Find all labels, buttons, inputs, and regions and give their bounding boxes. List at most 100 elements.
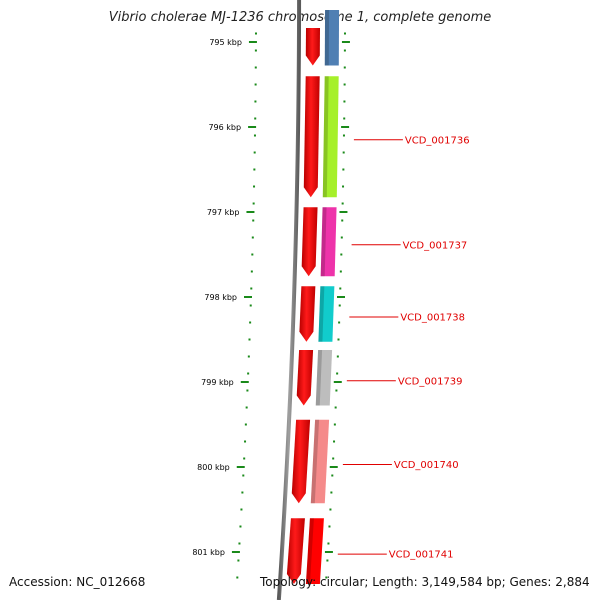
minor-tick — [250, 270, 253, 273]
minor-tick — [249, 321, 252, 324]
gene-block-shade — [305, 518, 314, 584]
tick-layer: 795 kbp 796 kbp 797 kbp 798 kbp 799 kbp 800 k… — [192, 32, 350, 579]
minor-tick — [237, 559, 240, 562]
backbone-arc — [276, 0, 302, 600]
minor-tick — [242, 474, 245, 477]
minor-tick-outer — [330, 491, 333, 494]
minor-tick-outer — [343, 66, 346, 69]
tick-label: 798 kbp — [204, 293, 237, 302]
tick-label: 795 kbp — [209, 38, 242, 47]
minor-tick — [254, 117, 257, 120]
cds-arrow — [303, 76, 320, 198]
gene-block — [315, 350, 333, 406]
minor-tick-outer — [331, 474, 334, 477]
minor-tick — [239, 525, 242, 528]
minor-tick-outer — [326, 559, 329, 562]
minor-tick-outer — [332, 457, 335, 460]
gene-block — [310, 419, 330, 504]
minor-tick — [254, 49, 257, 52]
gene-block-shade — [322, 76, 329, 198]
minor-tick-outer — [341, 219, 344, 222]
minor-tick — [244, 423, 247, 426]
minor-tick-outer — [343, 83, 346, 86]
minor-tick — [236, 576, 239, 579]
minor-tick — [247, 372, 250, 375]
minor-tick — [244, 440, 247, 443]
minor-tick-outer — [336, 355, 339, 358]
minor-tick-outer — [327, 542, 330, 545]
minor-tick-outer — [333, 440, 336, 443]
minor-tick-outer — [343, 49, 346, 52]
minor-tick — [243, 457, 246, 460]
gene-block-shade — [318, 286, 325, 342]
minor-tick — [249, 304, 252, 307]
gene-block — [305, 518, 324, 584]
minor-tick — [254, 100, 257, 103]
minor-tick-outer — [338, 304, 341, 307]
minor-tick — [253, 134, 256, 137]
minor-tick — [245, 406, 248, 409]
cds-arrow — [305, 28, 321, 66]
minor-tick — [254, 32, 257, 35]
minor-tick-outer — [342, 134, 345, 137]
tick-label: 797 kbp — [207, 208, 240, 217]
minor-tick-outer — [342, 185, 345, 188]
minor-tick-outer — [337, 338, 340, 341]
minor-tick-outer — [329, 508, 332, 511]
accession-text: Accession: NC_012668 — [9, 575, 146, 589]
gene-label: VCD_001736 — [405, 135, 470, 146]
minor-tick-outer — [343, 100, 346, 103]
minor-tick-outer — [336, 372, 339, 375]
minor-tick-outer — [340, 253, 343, 256]
cds-arrow — [296, 350, 314, 406]
cds-arrow — [301, 207, 318, 277]
gene-block — [324, 10, 340, 66]
minor-tick — [248, 338, 251, 341]
minor-tick — [254, 83, 257, 86]
minor-tick-outer — [328, 525, 331, 528]
tick-label: 796 kbp — [208, 123, 241, 132]
minor-tick — [241, 491, 244, 494]
gene-block-shade — [320, 207, 327, 277]
minor-tick-outer — [343, 117, 346, 120]
gene-label: VCD_001737 — [403, 240, 468, 251]
minor-tick — [251, 253, 254, 256]
minor-tick — [247, 355, 250, 358]
minor-tick-outer — [338, 321, 341, 324]
minor-tick-outer — [335, 389, 338, 392]
gene-label: VCD_001741 — [389, 550, 454, 561]
minor-tick — [254, 66, 257, 69]
cds-arrow — [299, 286, 316, 342]
gene-label: VCD_001740 — [394, 460, 459, 471]
gene-labels: VCD_001736 VCD_001737 VCD_001738 VCD_001739… — [337, 135, 470, 561]
minor-tick-outer — [325, 576, 328, 579]
gene-label: VCD_001738 — [400, 313, 465, 324]
tick-label: 799 kbp — [201, 378, 234, 387]
minor-tick — [246, 389, 249, 392]
minor-tick-outer — [343, 32, 346, 35]
minor-tick-outer — [339, 287, 342, 290]
minor-tick — [250, 287, 253, 290]
minor-tick-outer — [341, 202, 344, 205]
gene-label: VCD_001739 — [398, 376, 463, 387]
topology-summary: Topology: circular; Length: 3,149,584 bp… — [260, 575, 590, 589]
minor-tick — [253, 151, 256, 154]
tick-label: 800 kbp — [197, 463, 230, 472]
minor-tick-outer — [340, 236, 343, 239]
minor-tick-outer — [339, 270, 342, 273]
minor-tick — [251, 236, 254, 239]
cds-arrow — [291, 419, 311, 504]
gene-track — [305, 10, 340, 584]
minor-tick — [253, 168, 256, 171]
tick-label: 801 kbp — [192, 548, 225, 557]
gene-block — [318, 286, 335, 342]
minor-tick-outer — [342, 168, 345, 171]
minor-tick — [252, 219, 255, 222]
minor-tick — [252, 202, 255, 205]
cds-track — [286, 28, 321, 584]
gene-block-shade — [315, 350, 323, 406]
minor-tick — [253, 185, 256, 188]
minor-tick-outer — [333, 423, 336, 426]
minor-tick — [240, 508, 243, 511]
